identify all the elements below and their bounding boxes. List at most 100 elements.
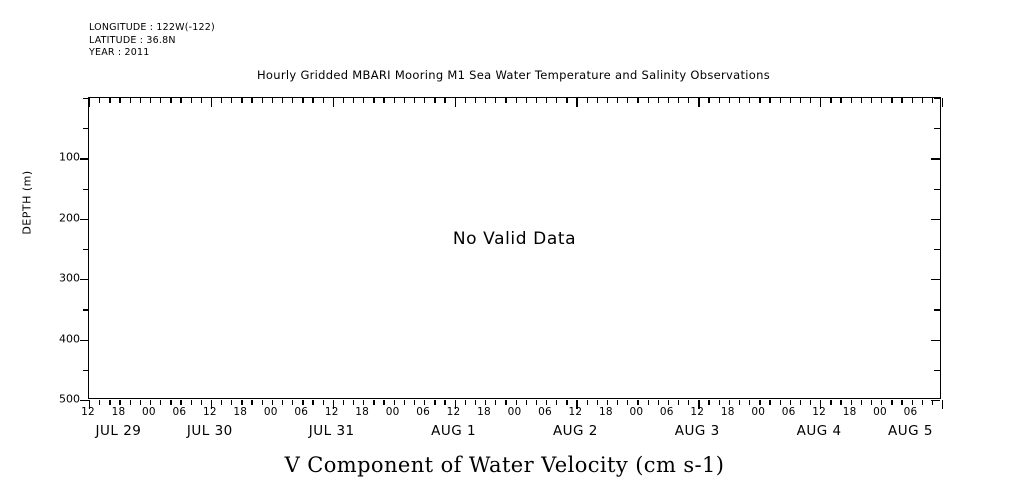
x-axis-tick-top	[840, 98, 842, 103]
x-axis-tick-bottom	[200, 400, 202, 405]
x-axis-tick-top	[474, 98, 477, 103]
x-axis-tick-top	[149, 98, 152, 103]
x-axis-tick-bottom	[921, 400, 923, 405]
x-axis-tick-bottom	[769, 400, 771, 405]
x-axis-hour-label: 00	[873, 406, 887, 418]
x-axis-tick-top	[495, 98, 497, 103]
y-axis-tick-right	[934, 369, 940, 372]
x-axis-tick-top	[647, 98, 649, 103]
x-axis-tick-top	[850, 98, 852, 103]
x-axis-tick-top	[657, 98, 659, 103]
x-axis-day-label: JUL 31	[308, 423, 355, 439]
x-axis-tick-bottom	[241, 400, 243, 405]
x-axis-hour-label: 00	[142, 406, 156, 418]
x-axis-tick-bottom	[799, 400, 802, 405]
y-axis-tick-left	[80, 400, 89, 402]
x-axis-hour-label: 18	[842, 406, 857, 418]
x-axis-tick-top	[525, 98, 527, 103]
x-axis-tick-bottom	[485, 400, 487, 405]
x-axis-tick-top	[332, 98, 334, 107]
x-axis-tick-bottom	[840, 400, 842, 405]
x-axis-tick-bottom	[667, 400, 670, 405]
x-axis-tick-bottom	[160, 400, 162, 405]
x-axis-tick-bottom	[901, 400, 903, 405]
x-axis-tick-bottom	[627, 400, 629, 405]
x-axis-tick-bottom	[251, 400, 253, 405]
chart-caption: V Component of Water Velocity (cm s-1)	[284, 453, 725, 477]
x-axis-tick-bottom	[393, 400, 395, 405]
x-axis-tick-top	[119, 98, 121, 103]
x-axis-tick-bottom	[231, 400, 233, 405]
x-axis-tick-bottom	[424, 400, 426, 405]
x-axis-tick-top	[292, 98, 294, 103]
y-axis-tick-label: 200	[59, 211, 80, 225]
y-axis-tick-right	[934, 128, 940, 130]
x-axis-tick-bottom	[698, 400, 700, 409]
x-axis-tick-top	[231, 98, 233, 103]
x-axis-day-label: JUL 30	[186, 423, 233, 439]
y-axis-tick-right	[934, 249, 940, 251]
x-axis-tick-top	[942, 98, 944, 107]
x-axis-tick-bottom	[617, 400, 619, 405]
x-axis-tick-top	[870, 98, 873, 103]
x-axis-tick-bottom	[779, 400, 781, 405]
x-axis-day-label: AUG 2	[552, 423, 598, 439]
x-axis-hour-label: 06	[416, 406, 430, 418]
x-axis-tick-top	[109, 98, 111, 103]
x-axis-tick-top	[200, 98, 202, 103]
y-axis-tick-label: 100	[59, 150, 80, 164]
x-axis-tick-top	[708, 98, 710, 103]
x-axis-tick-bottom	[210, 400, 213, 409]
year-text: YEAR : 2011	[89, 47, 150, 58]
x-axis-hour-label: 12	[446, 406, 461, 418]
y-axis-tick-left	[80, 279, 89, 281]
x-axis-tick-bottom	[545, 400, 548, 405]
station-metadata: LONGITUDE : 122W(-122) LATITUDE : 36.8N …	[89, 22, 215, 60]
x-axis-tick-bottom	[383, 400, 385, 405]
x-axis-tick-top	[637, 98, 639, 103]
x-axis-tick-top	[515, 98, 517, 103]
x-axis-tick-top	[363, 98, 365, 103]
y-axis-tick-label: 400	[59, 332, 80, 346]
y-axis-tick-label: 500	[59, 392, 80, 406]
x-axis-tick-bottom	[870, 400, 873, 405]
x-axis-tick-bottom	[312, 400, 314, 405]
x-axis-hour-label: 18	[233, 406, 248, 418]
x-axis-hour-labels: 12 18 00 06 12 18 00 06 12 18 00 06 12 18 00 06 12 18 00 06…	[81, 406, 941, 420]
x-axis-tick-top	[820, 98, 822, 107]
x-axis-day-label: AUG 4	[796, 423, 842, 439]
y-axis-tick-left	[83, 369, 89, 372]
x-axis-tick-bottom	[129, 400, 131, 405]
x-axis-tick-bottom	[738, 400, 741, 405]
x-axis-hour-label: 06	[294, 406, 309, 418]
x-axis-tick-top	[617, 98, 619, 103]
x-axis-hour-label: 12	[568, 406, 583, 418]
x-axis-tick-bottom	[759, 400, 761, 405]
x-axis-tick-bottom	[749, 400, 751, 405]
x-axis-tick-bottom	[221, 400, 223, 405]
x-axis-tick-top	[759, 98, 761, 103]
x-axis-day-labels: JUL 29 JUL 30 JUL 31 AUG 1 AUG 2 AUG 3 AUG 4 AU…	[88, 423, 941, 443]
x-axis-tick-top	[353, 98, 355, 103]
x-axis-tick-bottom	[363, 400, 365, 405]
x-axis-tick-bottom	[789, 400, 791, 405]
x-axis-tick-bottom	[99, 400, 101, 405]
x-axis-tick-top	[860, 98, 863, 103]
x-axis-hour-label: 06	[781, 406, 796, 418]
x-axis-tick-top	[281, 98, 284, 103]
x-axis-tick-top	[881, 98, 883, 103]
x-axis-hour-label: 12	[81, 406, 95, 418]
x-axis-tick-top	[454, 98, 456, 107]
x-axis-hour-label: 18	[111, 406, 126, 418]
y-axis-tick-right	[931, 339, 940, 341]
x-axis-tick-bottom	[149, 400, 152, 405]
x-axis-hour-label: 18	[599, 406, 613, 418]
x-axis-tick-bottom	[190, 400, 192, 405]
y-axis-title: DEPTH (m)	[20, 170, 34, 235]
x-axis-tick-bottom	[292, 400, 294, 405]
x-axis-tick-top	[535, 98, 538, 103]
x-axis-tick-top	[667, 98, 670, 103]
x-axis-tick-bottom	[261, 400, 263, 405]
x-axis-tick-top	[809, 98, 812, 103]
x-axis-tick-top	[566, 98, 568, 103]
